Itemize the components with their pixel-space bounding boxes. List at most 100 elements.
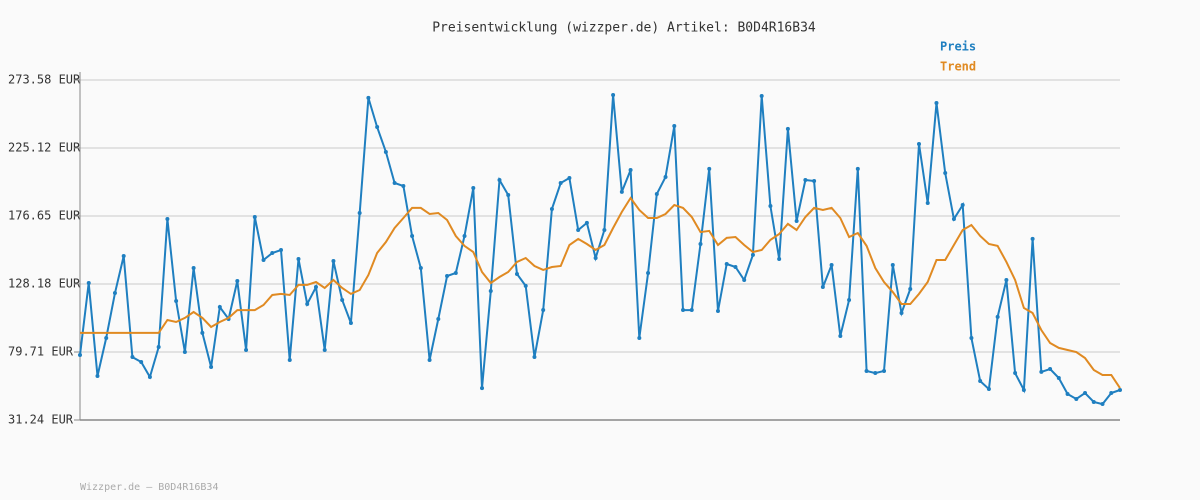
point [986,387,991,392]
point [1013,371,1018,376]
point [829,263,834,268]
point [611,92,616,97]
point [785,126,790,131]
point [908,287,913,292]
series-line [80,196,1121,389]
point [864,368,869,373]
y-tick-label: 31.24 EUR [8,413,74,427]
point [567,176,572,181]
point [480,386,485,391]
point [427,358,432,363]
point [182,350,187,355]
point [436,317,441,322]
legend-entry: Preis [940,40,976,54]
point [112,290,117,295]
point [252,215,257,220]
y-tick-label: 225.12 EUR [8,140,81,154]
point [541,308,546,313]
y-tick-label: 79.71 EUR [8,344,74,358]
chart-title: Preisentwicklung (wizzper.de) Artikel: B… [432,21,816,36]
point [1109,390,1114,395]
point [593,256,598,261]
point [165,217,170,222]
point [418,265,423,270]
point [217,304,222,309]
point [348,320,353,325]
point [602,227,607,232]
point [576,227,581,232]
point [855,166,860,171]
point [244,348,249,353]
point [672,123,677,128]
point [777,256,782,261]
point [558,180,563,185]
y-tick-label: 176.65 EUR [8,208,81,222]
point [1083,390,1088,395]
point [812,178,817,183]
point [514,272,519,277]
point [742,278,747,283]
point [1100,402,1105,407]
point [235,279,240,284]
point [1091,399,1096,404]
point [209,365,214,370]
point [1065,391,1070,396]
point [715,309,720,314]
point [873,371,878,376]
point [847,297,852,302]
point [322,348,327,353]
point [943,170,948,175]
point [401,184,406,189]
point [270,250,275,255]
point [934,100,939,105]
point [803,178,808,183]
point [978,379,983,384]
point [768,203,773,208]
point [296,256,301,261]
point [646,271,651,276]
series-line [79,94,1121,406]
footer: Wizzper.de – B0D4R16B34 [80,482,218,493]
point [750,252,755,257]
point [366,95,371,100]
point [628,168,633,173]
point [375,124,380,129]
point [147,374,152,379]
point [506,193,511,198]
point [121,254,126,259]
point [1048,366,1053,371]
point [357,210,362,215]
point [899,311,904,316]
y-tick-label: 273.58 EUR [8,73,81,87]
point [156,344,161,349]
point [549,207,554,212]
point [1074,397,1079,402]
point [733,264,738,269]
point [453,271,458,276]
point [637,335,642,340]
point [78,352,82,357]
point [383,149,388,154]
y-tick-label: 128.18 EUR [8,276,81,290]
legend-entry: Trend [940,60,976,74]
point [331,258,336,263]
point [1004,278,1009,283]
point [1118,388,1122,393]
point [139,359,144,364]
point [689,308,694,313]
point [471,186,476,191]
point [410,233,415,238]
point [462,233,467,238]
point [86,280,91,285]
point [916,141,921,146]
point [794,218,799,223]
point [174,298,179,303]
point [698,241,703,246]
point [191,265,196,270]
point [305,302,310,307]
point [838,334,843,339]
point [497,178,502,183]
point [969,335,974,340]
point [200,330,205,335]
